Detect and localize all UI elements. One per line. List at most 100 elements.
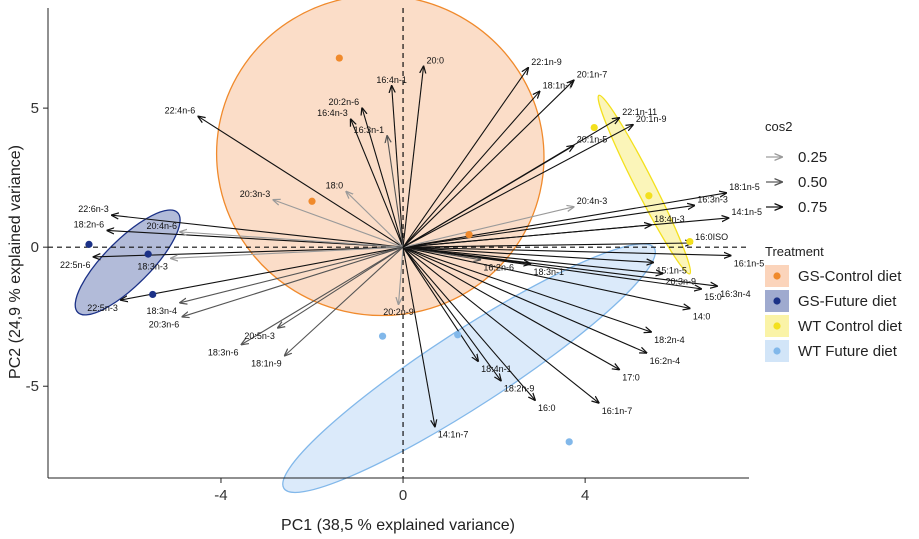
variable-label-20-4n-3: 20:4n-3 [577,196,608,206]
arrow-16-0 [402,246,535,400]
variable-label-18-0: 18:0 [326,181,344,191]
variable-label-18-3n-4: 18:3n-4 [146,306,177,316]
individual-points [85,54,694,446]
variable-label-18-3n-6: 18:3n-6 [208,348,239,358]
cos2-legend-title: cos2 [765,119,792,134]
treatment-legend-dot-wt-future-diet [773,347,781,355]
variable-label-20-1n-7: 20:1n-7 [577,69,608,79]
cos2-legend-label: 0.50 [798,174,827,191]
arrow-16-0iso [403,243,692,248]
arrow-20-1n-7 [402,80,574,248]
variable-label-20-5n-3: 20:5n-3 [244,331,275,341]
cos2-legend-label: 0.25 [798,149,827,166]
arrow-20-4n-3 [402,207,574,248]
y-axis-title: PC2 (24,9 % explained variance) [7,145,24,379]
treatment-legend-label: WT Future diet [798,343,898,360]
point-wt-future-diet-3 [565,438,573,446]
arrow-18-2n-6 [107,230,404,248]
variable-label-18-3n-1: 18:3n-1 [534,267,565,277]
x-axis-ticks: -4 0 4 [214,478,589,504]
x-tick-label: 0 [399,487,407,504]
arrow-20-3n-3 [273,200,404,248]
axes [47,8,749,479]
arrow-16-3n-1 [387,136,404,248]
treatment-legend-dot-gs-future-diet [773,297,781,305]
arrow-16-2n-4 [402,246,647,353]
x-axis-title: PC1 (38,5 % explained variance) [281,517,515,534]
variable-label-14-1n-5: 14:1n-5 [732,207,763,217]
point-gs-future-diet-1 [85,240,93,248]
variable-label-16-0iso: 16:0ISO [695,232,728,242]
arrow-16-1n-5 [403,246,731,255]
treatment-legend-label: WT Control diet [798,318,903,335]
treatment-legend-dot-gs-control-diet [773,272,781,280]
variable-label-22-1n-11: 22:1n-11 [622,107,657,117]
variable-labels: 20:0 16:4n-1 20:2n-616:4n-3 16:3n-1 22:4n-6 1… [60,55,764,439]
variable-label-18-1n-5: 18:1n-5 [729,182,760,192]
y-tick-label: -5 [26,378,39,395]
variable-label-18-2n-9: 18:2n-9 [504,384,535,394]
variable-label-20-1n-9: 20:1n-9 [636,114,667,124]
arrow-18-0 [346,192,404,248]
arrow-18-4n-1 [402,246,478,361]
arrow-16-3n-3 [402,205,694,248]
arrow-20-5n-3 [278,246,404,328]
treatment-legend-title: Treatment [765,244,824,259]
point-gs-control-diet-2 [308,197,316,205]
arrow-14-0 [402,246,690,308]
variable-label-16-3n-3: 16:3n-3 [697,194,728,204]
arrow-20-2n-6 [362,108,404,248]
arrow-18-2n-9 [402,246,501,380]
arrow-18-1n-9 [285,246,404,355]
arrow-18-1n-7 [402,91,540,248]
arrow-16-1n-7 [402,246,599,403]
ellipse-wt-future-diet [282,243,656,494]
variable-label-16-0: 16:0 [538,403,556,413]
variable-label-16-1n-7: 16:1n-7 [602,406,633,416]
variable-label-22-5n-6: 22:5n-6 [60,260,91,270]
treatment-legend-label: GS-Control diet [798,268,902,285]
treatment-legend-label: GS-Future diet [798,293,897,310]
arrow-17-0 [402,246,619,369]
variable-label-16-1n-5: 16:1n-5 [734,259,765,269]
arrow-22-4n-6 [198,116,404,248]
variable-label-20-3n-9: 20:3n-9 [666,277,697,287]
y-tick-label: 0 [31,239,39,256]
variable-label-16-4n-3: 16:4n-3 [317,108,348,118]
y-axis-ticks: -5 0 5 [26,100,48,395]
variable-label-20-4n-6: 20:4n-6 [146,221,177,231]
variable-label-22-6n-3: 22:6n-3 [78,204,109,214]
arrow-22-1n-9 [402,68,528,248]
variable-label-18-4n-3: 18:4n-3 [654,214,685,224]
variable-label-18-1n-9: 18:1n-9 [251,359,282,369]
arrow-22-6n-3 [112,215,404,248]
arrow-16-4n-3 [351,119,404,248]
variable-label-20-2n-6: 20:2n-6 [329,97,360,107]
point-gs-future-diet-3 [149,290,157,299]
arrow-18-4n-3 [403,225,651,248]
treatment-legend: Treatment GS-Control diet GS-Future diet W… [765,244,903,362]
variable-label-14-1n-7: 14:1n-7 [438,430,469,440]
variable-label-18-1n-7: 18:1n-7 [543,80,574,90]
variable-label-20-0: 20:0 [427,55,445,65]
arrow-18-3n-6 [241,246,404,344]
variable-label-20-3n-3: 20:3n-3 [240,189,271,199]
variable-label-16-2n-4: 16:2n-4 [650,356,681,366]
arrow-20-4n-6 [180,232,404,248]
arrow-20-3n-6 [182,246,404,317]
arrow-16-4n-1 [392,86,404,248]
point-wt-future-diet-1 [378,332,387,340]
variable-label-16-3n-4: 16:3n-4 [720,289,751,299]
arrow-22-5n-3 [121,246,404,300]
point-wt-control-diet-2 [645,192,653,200]
arrow-18-3n-1 [402,246,530,264]
point-wt-control-diet-1 [590,123,598,132]
variable-label-16-3n-1: 16:3n-1 [354,125,385,135]
arrow-18-3n-3 [171,246,404,258]
ellipse-wt-control-diet [597,94,692,275]
variable-label-22-5n-3: 22:5n-3 [87,303,118,313]
variable-label-20-2n-9: 20:2n-9 [383,307,414,317]
cos2-legend-label: 0.75 [798,199,827,216]
